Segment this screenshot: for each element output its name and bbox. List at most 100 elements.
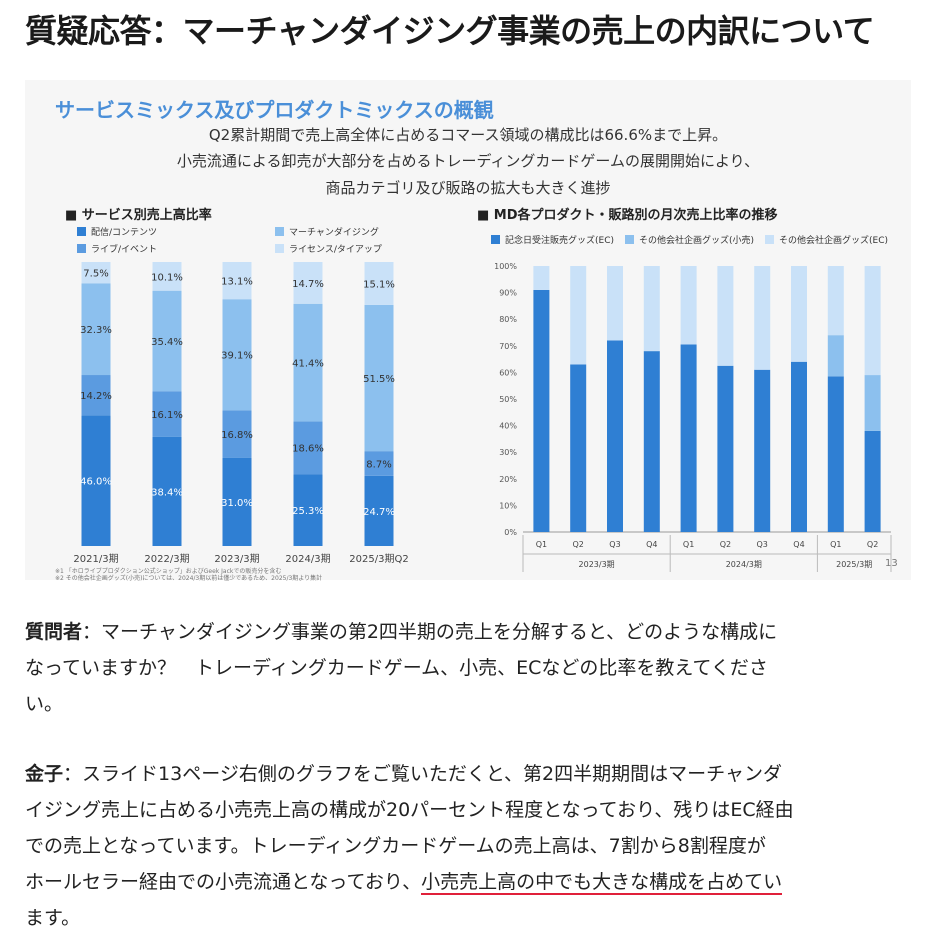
x-tick-label: Q2 [867,540,878,549]
y-tick-label: 80% [499,315,517,324]
chart-bar-segment [81,283,111,376]
legend-item: 配信/コンテンツ [77,225,157,238]
chart-bar-segment [607,340,623,532]
chart-bar-segment [570,266,587,365]
slide-subtitle-2: 小売流通による卸売が大部分を占めるトレーディングカードゲームの展開開始により、 [176,152,760,170]
page-title: 質疑応答：マーチャンダイジング事業の売上の内訳について [25,12,875,50]
legend-item: 記念日受注販売グッズ(EC) [491,233,614,246]
y-tick-label: 10% [499,501,517,510]
chart-bar-segment [222,457,252,546]
chart-data-label: 18.6% [292,444,324,455]
slide-subtitle-1: Q2累計期間で売上高全体に占めるコマース領域の構成比は66.6%まで上昇。 [208,126,728,144]
x-tick-label: 2021/3期 [73,553,118,565]
chart-bar-segment [533,289,550,532]
chart-bar-segment [222,299,252,411]
chart-data-label: 15.1% [363,279,395,290]
chart-bar-segment [864,430,881,532]
answer-text: での売上となっています。トレーディングカードゲームの売上高は、7割から8割程度が [25,835,766,857]
chart-data-label: 38.4% [151,487,183,498]
question-text: ：マーチャンダイジング事業の第2四半期の売上を分解すると、どのような構成に [82,621,778,643]
chart-bar-segment [717,365,734,532]
slide-page-number: 13 [885,558,898,569]
chart-bar-segment [533,266,550,290]
service-ratio-chart: 46.0% 14.2% 32.3% 7.5% 2021/3期 38.4% 16.1% 35.4… [73,262,409,565]
y-tick-label: 70% [499,342,517,351]
chart-bar-segment [293,421,323,475]
answer-text: ：スライド13ページ右側のグラフをご覧いただくと、第2四半期期間はマーチャンダ [63,763,782,785]
x-tick-label: Q1 [830,540,841,549]
legend-item: その他会社企画グッズ(EC) [765,233,888,246]
chart-bar-segment [293,303,323,422]
chart-bar-segment [827,335,844,377]
x-group-label: 2025/3期 [836,560,872,569]
chart-bar-segment [222,262,252,300]
question-speaker: 質問者 [25,621,83,643]
answer-text: イジング売上に占める小売売上高の構成が20パーセント程度となっており、残りはEC… [25,799,794,821]
footnote-1: ※1 「ホロライブプロダクション公式ショップ」およびGeek Jackでの販売分… [55,568,282,575]
answer-text: ホールセラー経由での小売流通となっており、 [25,871,422,893]
x-tick-label: Q2 [573,540,584,549]
chart-bar-segment [152,391,182,437]
x-group-label: 2024/3期 [726,560,762,569]
chart-bar-segment [864,375,881,431]
chart-data-label: 16.8% [221,430,253,441]
chart-data-label: 32.3% [80,325,112,336]
md-product-chart: 0% 10% 20% 30% 40% 50% 60% 70% 80% 90% 100% Q1 Q2 Q3 Q… [494,262,892,572]
chart-data-label: 14.7% [292,279,324,290]
chart-bar-segment [827,266,844,336]
answer-text: ます。 [25,907,81,929]
chart-bar-segment [364,262,394,305]
chart-bar-segment [293,474,323,546]
x-tick-label: Q3 [757,540,768,549]
slide-title: サービスミックス及びプロダクトミックスの概観 [55,98,494,122]
chart-data-label: 13.1% [221,277,253,288]
legend-item: その他会社企画グッズ(小売) [625,233,754,246]
slide-subtitle-3: 商品カテゴリ及び販路の拡大も大きく進捗 [325,179,611,197]
x-tick-label: 2025/3期Q2 [349,553,408,565]
chart-bar-segment [222,410,252,458]
chart-bar-segment [570,364,587,532]
answer-speaker: 金子 [25,763,64,785]
question-text: い。 [25,693,64,715]
footnote-2: ※2 その他会社企画グッズ(小売)については、2024/3期以前は僅少であるため… [55,575,323,582]
chart-bar-segment [152,262,182,291]
x-tick-label: 2024/3期 [285,553,330,565]
chart-bar-segment [643,266,660,352]
legend-item: ライブ/イベント [77,242,157,255]
chart-data-label: 31.0% [221,498,253,509]
chart-bar-segment [81,415,111,546]
chart-bar-segment [791,361,807,532]
y-tick-label: 40% [499,422,517,431]
chart-bar-segment [754,369,771,532]
chart-bar-segment [152,436,182,546]
x-tick-label: Q1 [536,540,547,549]
chart-data-label: 51.5% [363,374,395,385]
y-tick-label: 60% [499,368,517,377]
chart-bar-segment [827,376,844,532]
chart-data-label: 25.3% [292,506,324,517]
x-tick-label: Q2 [720,540,731,549]
chart-bar-segment [81,375,111,416]
legend-item: マーチャンダイジング [275,225,379,238]
x-tick-label: Q3 [609,540,620,549]
slide-image: サービスミックス及びプロダクトミックスの概観 Q2累計期間で売上高全体に占めるコ… [25,80,911,582]
chart-bar-segment [680,344,697,532]
chart-bar-segment [791,266,807,362]
chart-bar-segment [607,266,623,341]
chart-data-label: 41.4% [292,359,324,370]
x-tick-label: 2023/3期 [214,553,259,565]
chart-data-label: 16.1% [151,410,183,421]
chart-bar-segment [717,266,734,366]
chart-bar-segment [293,262,323,304]
chart-bar-segment [643,351,660,532]
x-tick-label: 2022/3期 [144,553,189,565]
chart-bar-segment [81,262,111,284]
chart-data-label: 10.1% [151,272,183,283]
chart-data-label: 24.7% [363,507,395,518]
chart-bar-segment [364,451,394,476]
chart-data-label: 39.1% [221,351,253,362]
answer-block: 金子：スライド13ページ右側のグラフをご覧いただくと、第2四半期期間はマーチャン… [25,756,915,936]
y-tick-label: 100% [494,262,517,271]
x-tick-label: Q4 [793,540,804,549]
y-tick-label: 20% [499,475,517,484]
